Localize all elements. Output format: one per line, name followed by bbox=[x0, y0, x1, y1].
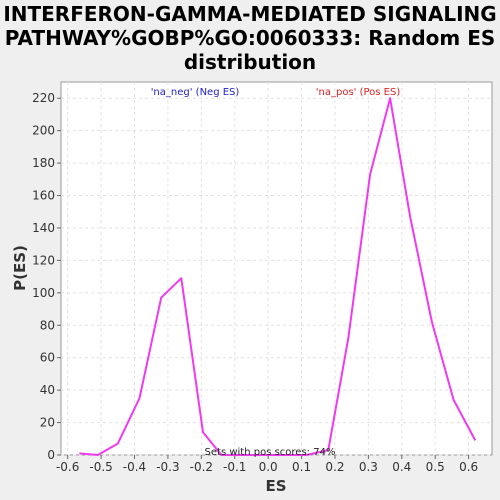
x-tick-label-10: 0.4 bbox=[392, 460, 411, 474]
pos-es-annotation: 'na_pos' (Pos ES) bbox=[316, 87, 401, 98]
x-tick-label-7: 0.1 bbox=[292, 460, 311, 474]
y-tick-label-7: 140 bbox=[32, 221, 55, 235]
plot-area bbox=[61, 82, 492, 455]
y-axis-label: P(ES) bbox=[11, 245, 29, 291]
x-tick-label-0: -0.6 bbox=[56, 460, 79, 474]
y-tick-label-8: 160 bbox=[32, 189, 55, 203]
x-tick-label-3: -0.3 bbox=[156, 460, 179, 474]
x-tick-label-4: -0.2 bbox=[190, 460, 213, 474]
x-tick-label-2: -0.4 bbox=[123, 460, 146, 474]
y-tick-label-0: 0 bbox=[47, 448, 55, 462]
y-tick-label-3: 60 bbox=[40, 351, 55, 365]
y-tick-label-2: 40 bbox=[40, 383, 55, 397]
x-axis-label: ES bbox=[265, 477, 286, 495]
x-tick-label-8: 0.2 bbox=[325, 460, 344, 474]
x-tick-label-11: 0.5 bbox=[426, 460, 445, 474]
x-tick-label-5: -0.1 bbox=[223, 460, 246, 474]
y-tick-label-10: 200 bbox=[32, 124, 55, 138]
y-tick-label-11: 220 bbox=[32, 91, 55, 105]
y-tick-label-1: 20 bbox=[40, 416, 55, 430]
y-tick-label-9: 180 bbox=[32, 156, 55, 170]
y-tick-label-5: 100 bbox=[32, 286, 55, 300]
x-tick-label-9: 0.3 bbox=[359, 460, 378, 474]
y-axis: 0 20 40 60 80 100 120 140 160 180 200 220 bbox=[32, 91, 61, 462]
pos-scores-annotation: Sets with pos scores: 74% bbox=[205, 447, 336, 458]
x-tick-label-6: 0.0 bbox=[259, 460, 278, 474]
x-tick-label-12: 0.6 bbox=[459, 460, 478, 474]
x-tick-label-1: -0.5 bbox=[89, 460, 112, 474]
y-tick-label-4: 80 bbox=[40, 318, 55, 332]
neg-es-annotation: 'na_neg' (Neg ES) bbox=[151, 87, 240, 98]
y-tick-label-6: 120 bbox=[32, 253, 55, 267]
